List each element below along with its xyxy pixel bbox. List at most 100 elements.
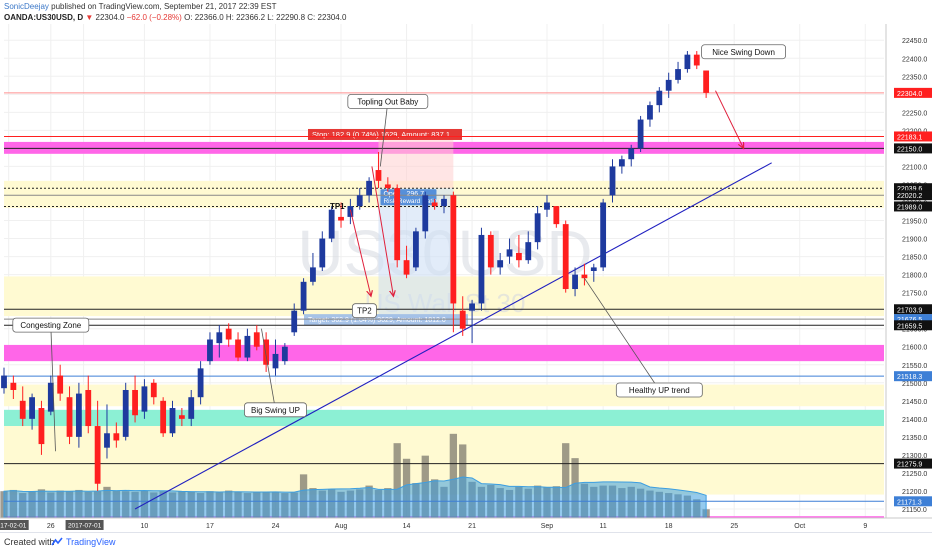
- candle: [150, 379, 157, 405]
- chart-area[interactable]: US30USDUS Wall St 30 Open296.7Risk/Rewar…: [0, 24, 932, 532]
- price-tag: 22020.2: [894, 190, 932, 201]
- price-tag-text: 21275.9: [897, 462, 922, 469]
- candle: [525, 231, 532, 264]
- time-tick-label: 9: [863, 523, 867, 530]
- candle-body: [160, 400, 167, 434]
- candle: [459, 296, 466, 336]
- callout: Congesting Zone: [12, 317, 90, 452]
- candle-body: [356, 195, 363, 207]
- price-tag-text: 22183.1: [897, 134, 922, 141]
- time-tick: 26: [47, 523, 55, 530]
- time-tag-bg: [0, 520, 29, 530]
- candle: [684, 51, 691, 73]
- time-tick: 9: [863, 523, 867, 530]
- candle: [178, 408, 185, 427]
- time-tick-label: Sep: [541, 523, 554, 530]
- time-tick: 21: [468, 523, 476, 530]
- callout: Healthy UP trend: [584, 277, 703, 398]
- price-tag-text: 22150.0: [897, 146, 922, 153]
- candle-body: [38, 408, 45, 445]
- candle: [628, 144, 635, 167]
- price-tick-label: 21400.0: [902, 417, 927, 424]
- candle-body: [244, 335, 251, 358]
- time-tick-label: 26: [47, 523, 55, 530]
- candle: [197, 361, 204, 405]
- candle-body: [487, 234, 494, 268]
- price-tick-label: 22350.0: [902, 74, 927, 81]
- price-tag-bg: [894, 304, 932, 315]
- candle-body: [506, 249, 513, 257]
- candle-body: [618, 159, 625, 167]
- price-tag-text: 22304.0: [897, 91, 922, 98]
- candle-body: [647, 105, 653, 120]
- candle-body: [441, 198, 447, 207]
- candle: [647, 101, 653, 127]
- time-tick-label: 10: [141, 523, 149, 530]
- price-tag: 21703.9: [894, 304, 932, 315]
- candle-body: [413, 231, 419, 268]
- candle-body: [225, 328, 232, 340]
- candle-body: [553, 206, 560, 225]
- candle-body: [291, 310, 298, 333]
- candle: [1, 367, 7, 394]
- price-tick-label: 21550.0: [902, 363, 927, 370]
- magenta-zone: [4, 344, 884, 362]
- candle: [450, 191, 457, 333]
- callout-text: Nice Swing Down: [712, 48, 775, 57]
- footer-bar: Created with TradingView: [0, 532, 932, 551]
- tradingview-link[interactable]: TradingView: [66, 537, 116, 547]
- volume-average-area: [3, 476, 707, 519]
- candle: [356, 188, 363, 210]
- candle: [169, 400, 176, 437]
- time-tick: 2017-07-01: [65, 520, 104, 530]
- price-tick-label: 22250.0: [902, 110, 927, 117]
- time-tick-label: 14: [403, 523, 411, 530]
- candle-body: [197, 368, 204, 398]
- price-tick-label: 22450.0: [902, 38, 927, 45]
- callout-pointer: [379, 101, 389, 167]
- price-tag-text: 21989.0: [897, 204, 922, 211]
- author-link[interactable]: SonicDeejay: [4, 2, 49, 11]
- callout: Big Swing UP: [244, 328, 307, 418]
- candle: [310, 252, 316, 286]
- price-tick-label: 21500.0: [902, 381, 927, 388]
- price-tag: 22039.6: [894, 183, 932, 194]
- candle: [590, 263, 597, 282]
- candle: [469, 299, 475, 344]
- candle-body: [544, 202, 550, 210]
- uptrend-line: [134, 162, 772, 510]
- candle: [141, 379, 148, 419]
- price-tag-bg: [894, 183, 932, 194]
- callout-text: Healthy UP trend: [629, 386, 690, 395]
- callout-text: Congesting Zone: [20, 321, 81, 330]
- candle: [553, 206, 560, 228]
- time-tick: 25: [730, 523, 738, 530]
- callout-box: [352, 303, 377, 319]
- candle: [431, 198, 438, 210]
- candle-body: [534, 213, 541, 243]
- last-price: 22304.0: [95, 13, 125, 22]
- candle-body: [328, 209, 335, 239]
- time-tick: Aug: [335, 523, 348, 530]
- volume-bar: [562, 443, 570, 518]
- candle-body: [562, 224, 569, 290]
- candle-body: [1, 375, 7, 389]
- price-change: −62.0 (−0.28%): [126, 13, 182, 22]
- time-tick-label: 11: [600, 523, 607, 530]
- volume-bar: [449, 433, 458, 518]
- candle-body: [366, 180, 373, 196]
- candle-body: [431, 202, 438, 207]
- candle: [291, 303, 298, 336]
- candle-body: [572, 274, 578, 290]
- stop-label: Stop: 182.9 (0.74%) 1629, Amount: 837.1: [312, 130, 450, 139]
- candle-body: [29, 397, 35, 419]
- price-tick-label: 21800.0: [902, 273, 927, 280]
- candle: [94, 400, 101, 491]
- candle-body: [675, 69, 681, 80]
- candle: [132, 375, 138, 423]
- candle: [487, 231, 494, 275]
- candle: [478, 227, 485, 311]
- candle-body: [104, 433, 110, 448]
- price-tag-text: 21703.9: [897, 307, 922, 314]
- candle-body: [66, 397, 73, 437]
